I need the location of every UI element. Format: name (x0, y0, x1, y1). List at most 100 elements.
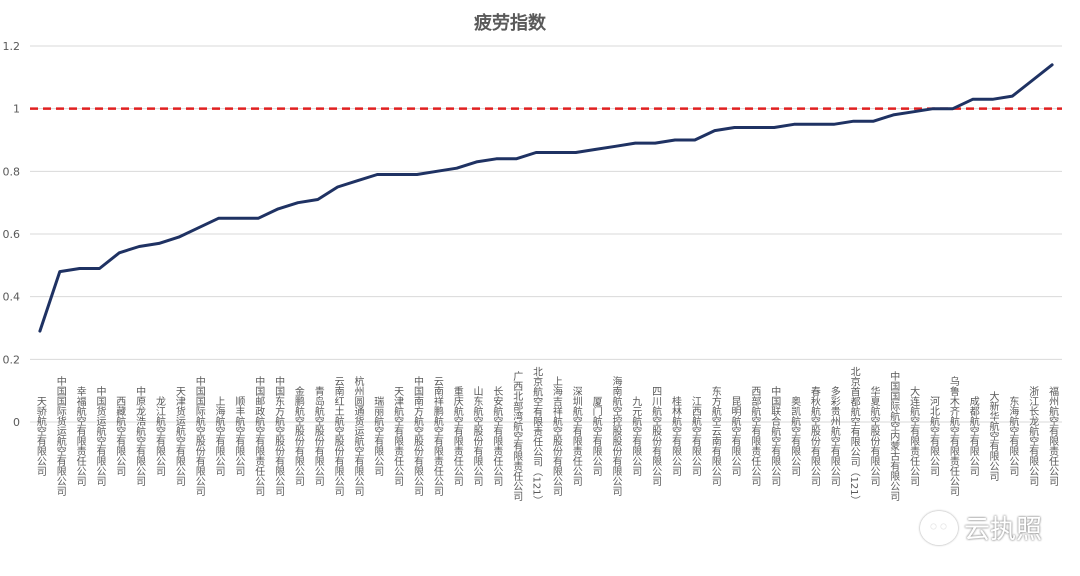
data-point (534, 151, 538, 154)
data-point (515, 157, 518, 160)
data-point (336, 185, 339, 189)
y-tick-label: 0.6 (3, 228, 21, 241)
y-tick-label: 1 (13, 103, 20, 116)
data-point (773, 126, 776, 129)
data-point (38, 329, 42, 333)
x-tick-label: 天津货运航空有限公司 (173, 386, 185, 486)
y-tick-label: 0.4 (3, 291, 21, 304)
data-point (415, 173, 419, 176)
x-tick-label: 上海吉祥航空股份有限公司 (550, 376, 562, 496)
x-tick-label: 四川航空股份有限公司 (650, 386, 662, 486)
x-tick-label: 深圳航空有限责任公司 (570, 386, 582, 486)
x-tick-label: 瑞丽航空有限公司 (372, 396, 384, 476)
data-point (574, 151, 577, 154)
data-point (137, 245, 141, 248)
data-point (495, 157, 498, 160)
x-tick-label: 多彩贵州航空有限公司 (828, 385, 840, 486)
x-tick-label: 北京首都航空有限公司（121） (848, 366, 860, 505)
data-point (852, 120, 855, 123)
watermark-text: 云执照 (963, 515, 1042, 545)
x-tick-label: 杭州圆通货运航空有限公司 (352, 375, 364, 496)
data-point (98, 267, 101, 270)
x-tick-label: 西部航空有限责任公司 (749, 386, 761, 486)
data-point (257, 217, 260, 220)
x-tick-label: 中国联合航空有限公司 (769, 385, 781, 486)
x-tick-label: 成都航空有限公司 (967, 396, 979, 476)
data-point (792, 123, 796, 126)
data-point (276, 207, 280, 211)
x-tick-label: 重庆航空有限责任公司 (451, 385, 463, 486)
data-point (177, 235, 181, 239)
y-tick-label: 0.2 (3, 353, 21, 366)
x-tick-label: 东方航空云南有限公司 (709, 385, 721, 486)
x-tick-label: 昆明航空有限公司 (729, 396, 741, 476)
data-point (911, 110, 915, 114)
x-tick-label: 大连航空有限责任公司 (908, 385, 920, 486)
x-tick-label: 西藏航空有限公司 (114, 396, 126, 476)
data-point (58, 270, 61, 273)
data-point (693, 138, 697, 142)
x-tick-label: 中国邮政航空有限责任公司 (253, 375, 265, 496)
data-point (812, 123, 816, 126)
data-point (554, 151, 558, 154)
data-point (395, 173, 399, 176)
x-tick-label: 海南航空控股股份有限公司 (610, 375, 622, 496)
x-tick-label: 厦门航空有限公司 (590, 396, 602, 476)
data-point (634, 141, 637, 145)
data-point (475, 160, 478, 164)
data-point (971, 98, 974, 101)
data-point (653, 141, 657, 145)
x-tick-label: 河北航空有限公司 (928, 396, 940, 476)
chart-title: 疲劳指数 (474, 12, 547, 34)
x-tick-label: 北京航空有限责任公司（121） (531, 366, 543, 505)
x-tick-label: 桂林航空有限公司 (670, 395, 682, 476)
x-tick-label: 金鹏航空股份有限公司 (292, 385, 304, 486)
x-tick-label: 中国国际航空内蒙古有限公司 (888, 370, 900, 501)
data-point (673, 138, 677, 142)
x-tick-label: 福州航空有限责任公司 (1047, 385, 1059, 486)
x-tick-label: 中国国际货运航空有限公司 (54, 375, 66, 496)
data-point (435, 170, 439, 173)
data-point (892, 113, 895, 117)
series-line (38, 63, 1054, 333)
x-tick-label: 大新华航空有限公司 (987, 390, 999, 481)
data-point (1050, 63, 1054, 66)
data-point (217, 217, 220, 220)
data-point (713, 129, 716, 132)
data-point (78, 267, 81, 270)
data-point (753, 126, 756, 129)
x-tick-label: 江西航空有限公司 (689, 396, 701, 476)
data-point (614, 145, 617, 148)
data-point (733, 126, 736, 129)
x-tick-label: 中国国际航空股份有限公司 (193, 375, 205, 496)
y-tick-label: 0 (13, 416, 20, 429)
watermark: 云执照 (919, 509, 1042, 546)
data-point (157, 242, 161, 245)
x-tick-label: 山东航空股份有限公司 (471, 386, 483, 486)
x-tick-label: 青岛航空股份有限公司 (312, 385, 324, 486)
x-tick-label: 中国货运航空有限公司 (94, 385, 106, 486)
data-point (1011, 94, 1014, 98)
data-point (118, 251, 121, 254)
data-point (316, 198, 319, 201)
data-point (991, 98, 994, 101)
x-tick-label: 天津航空有限责任公司 (392, 386, 404, 486)
x-tick-label: 顺丰航空有限公司 (233, 396, 245, 476)
x-tick-label: 广西北部湾航空有限责任公司 (511, 371, 523, 501)
series-layer (38, 63, 1054, 333)
data-point (356, 179, 359, 182)
x-tick-label: 天骄航空有限公司 (34, 396, 46, 476)
y-tick-label: 0.8 (3, 165, 21, 178)
data-point (832, 123, 835, 126)
data-point (1031, 79, 1034, 82)
x-tick-label: 东海航空有限公司 (1007, 395, 1019, 476)
x-tick-label: 春秋航空股份有限公司 (808, 386, 820, 486)
x-tick-label: 九元航空有限公司 (630, 396, 642, 476)
data-point (296, 201, 300, 204)
x-tick-label: 乌鲁木齐航空有限责任公司 (947, 375, 959, 496)
y-axis-ticks: 0 0.2 0.4 0.6 0.8 1 1.2 (3, 40, 21, 429)
wechat-icon (919, 510, 958, 545)
data-point (376, 173, 379, 176)
x-tick-label: 云南祥鹏航空有限责任公司 (431, 376, 443, 496)
